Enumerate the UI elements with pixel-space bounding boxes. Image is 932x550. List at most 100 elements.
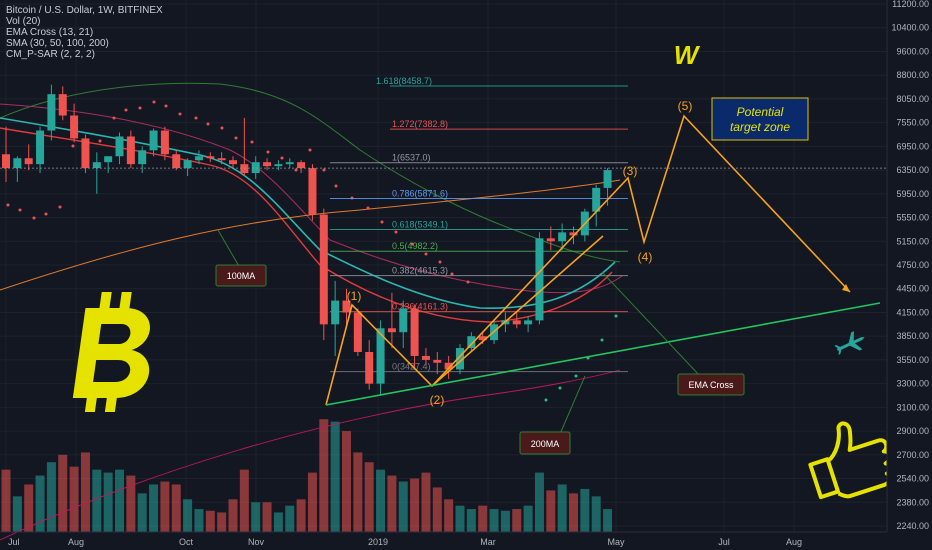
sar-dot (280, 156, 284, 160)
sar-dot (558, 386, 562, 390)
volume-bar (421, 472, 431, 532)
sar-dot (322, 168, 326, 172)
sar-dot (124, 108, 128, 112)
candle-body (421, 355, 430, 360)
sar-dot (294, 168, 298, 172)
legend-sar: CM_P-SAR (2, 2, 2) (6, 49, 95, 60)
bitcoin-logo (72, 292, 150, 412)
price-tick-label: 2240.00 (896, 521, 929, 531)
sar-dot (250, 140, 254, 144)
volume-bars (1, 419, 613, 532)
volume-bar (512, 509, 522, 532)
candle-body (444, 362, 453, 370)
trend-line (325, 302, 881, 406)
bitcoin-bar-2 (118, 292, 132, 312)
sar-dot (600, 338, 604, 342)
sar-dot (438, 260, 442, 264)
time-tick-label: Aug (786, 537, 802, 547)
volume-bar (557, 484, 567, 532)
volume-bar (149, 484, 159, 532)
price-tick-label: 10400.00 (891, 23, 929, 33)
sar-dot (44, 212, 48, 216)
candle-body (251, 162, 260, 174)
volume-bar (478, 505, 488, 532)
price-tick-label: 6350.00 (896, 165, 929, 175)
candle-body (81, 138, 90, 169)
candle-body (297, 162, 306, 169)
thumbs-up-shape (808, 421, 893, 500)
candle-body (558, 232, 567, 242)
price-tick-label: 4750.00 (896, 260, 929, 270)
thumbs-up-icon (808, 421, 893, 500)
target-box (711, 97, 809, 141)
volume-bar (69, 466, 79, 532)
candle-body (592, 187, 601, 212)
price-tick-label: 8800.00 (896, 70, 929, 80)
volume-bar (183, 499, 193, 532)
sar-dot (424, 252, 428, 256)
volume-bar (376, 469, 386, 532)
candle-body (92, 162, 101, 169)
ma100-box (215, 264, 267, 287)
candle-body (285, 162, 294, 165)
volume-bar (126, 475, 136, 532)
volume-bar (80, 452, 90, 532)
fib-label: 1(6537.0) (392, 153, 431, 163)
volume-bar (500, 510, 510, 532)
target-label-1: Potential (737, 105, 784, 119)
volume-bar (171, 484, 181, 532)
time-tick-label: Mar (480, 537, 496, 547)
sar-dot (32, 216, 36, 220)
candle-body (58, 94, 67, 116)
ema-cross-label: EMA Cross (688, 380, 734, 390)
volume-bar (160, 481, 170, 532)
sar-dot (164, 104, 168, 108)
volume-bar (46, 462, 56, 532)
fib-label: 1.618(8458.7) (376, 76, 432, 86)
volume-bar (342, 431, 351, 532)
sar-dot (112, 116, 116, 120)
legend-title: Bitcoin / U.S. Dollar, 1W, BITFINEX (6, 5, 163, 16)
candle-body (115, 136, 124, 157)
sar-dot (220, 126, 224, 130)
candle-body (308, 168, 317, 215)
volume-bar (194, 509, 204, 532)
legend-sma: SMA (30, 50, 100, 200) (6, 38, 109, 49)
candle-body (512, 320, 521, 325)
candle-body (456, 348, 464, 370)
candle-body (206, 156, 215, 159)
volume-bar (103, 472, 113, 532)
candle-body (569, 232, 578, 236)
ma200-box (519, 431, 571, 455)
candle-body (263, 162, 272, 167)
bitcoin-b-shape (72, 308, 150, 398)
price-tick-label: 5150.00 (896, 236, 929, 246)
volume-bar (466, 509, 476, 532)
volume-bar (239, 469, 249, 532)
volume-bar (35, 475, 45, 532)
volume-bar (285, 505, 295, 532)
sar-dot (614, 314, 618, 318)
candle-body (126, 136, 135, 165)
ema-cross-box (677, 373, 745, 396)
candle-body (535, 238, 544, 321)
volume-bar (137, 493, 147, 532)
legend-ema: EMA Cross (13, 21) (6, 27, 94, 38)
candle-body (603, 170, 612, 188)
candle-body (478, 336, 487, 341)
fib-label: 0.618(5349.1) (392, 219, 448, 229)
candle-body (319, 214, 328, 325)
ma100-pointer (217, 229, 241, 269)
candle-body (410, 308, 419, 356)
sar-dot (266, 150, 270, 154)
candle-body (104, 156, 113, 163)
price-tick-label: 5550.00 (896, 213, 929, 223)
time-tick-label: Oct (179, 537, 194, 547)
wave-label: (2) (430, 393, 445, 407)
volume-bar (251, 502, 261, 532)
ema-cross-pointer (601, 271, 701, 377)
sar-dot (58, 205, 62, 209)
volume-bar (410, 478, 420, 532)
price-tick-label: 9600.00 (896, 46, 929, 56)
